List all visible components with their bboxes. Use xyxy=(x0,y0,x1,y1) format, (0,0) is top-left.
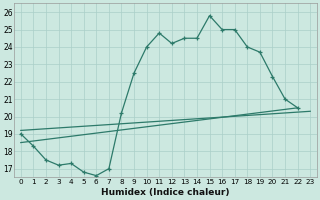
X-axis label: Humidex (Indice chaleur): Humidex (Indice chaleur) xyxy=(101,188,230,197)
